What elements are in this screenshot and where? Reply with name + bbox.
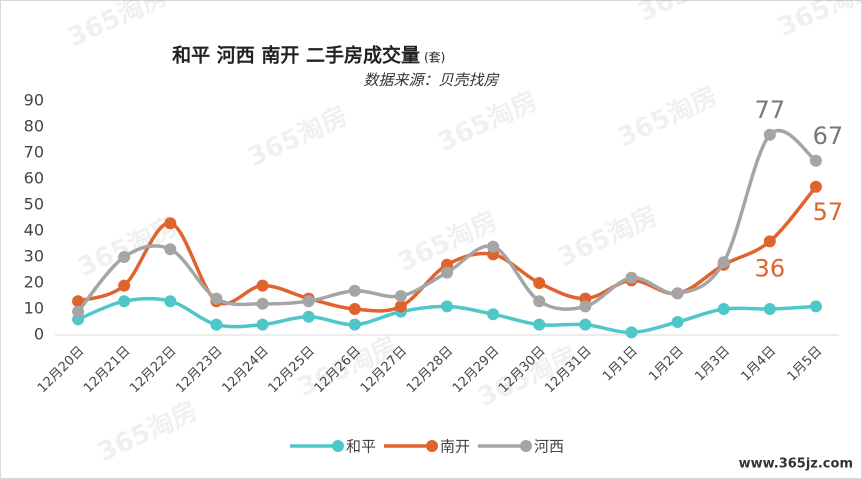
point <box>441 266 453 279</box>
legend-label: 和平 <box>346 438 376 456</box>
data-label: 36 <box>755 254 786 282</box>
y-tick-label: 0 <box>34 325 44 344</box>
point <box>210 292 223 305</box>
point <box>625 326 638 339</box>
point <box>210 318 223 331</box>
point <box>487 240 500 253</box>
series-line <box>76 129 818 313</box>
point <box>763 303 776 315</box>
chart-subtitle: 数据来源：贝壳找房 <box>363 71 500 89</box>
point <box>394 300 407 313</box>
point <box>533 277 546 289</box>
legend-label: 河西 <box>534 438 564 456</box>
point <box>717 256 730 269</box>
point <box>118 279 131 292</box>
point <box>118 295 131 308</box>
y-tick-label: 40 <box>24 221 44 240</box>
point <box>625 271 638 284</box>
y-tick-label: 80 <box>24 117 44 136</box>
point <box>487 308 500 321</box>
point <box>809 300 822 313</box>
point <box>717 303 730 315</box>
series-line <box>77 185 818 313</box>
point <box>256 318 269 331</box>
point <box>671 316 684 328</box>
legend-marker <box>520 440 532 452</box>
point <box>809 180 822 193</box>
point <box>118 251 131 263</box>
point <box>533 318 546 331</box>
point <box>348 284 361 297</box>
y-tick-label: 20 <box>24 273 44 292</box>
point <box>164 243 177 256</box>
point <box>72 305 85 318</box>
point <box>164 217 177 230</box>
point <box>394 290 407 302</box>
legend-label: 南开 <box>440 438 470 456</box>
y-tick-label: 50 <box>24 195 44 214</box>
point <box>533 295 546 308</box>
point <box>763 128 776 141</box>
y-tick-label: 60 <box>24 169 44 188</box>
point <box>302 310 315 323</box>
point <box>256 297 269 310</box>
data-label: 67 <box>813 122 844 150</box>
point <box>763 235 776 248</box>
title-unit: (套) <box>424 51 445 65</box>
y-tick-label: 30 <box>24 247 44 266</box>
point <box>348 303 361 315</box>
point <box>72 295 85 308</box>
point <box>441 300 453 313</box>
data-label: 57 <box>813 198 844 226</box>
point <box>302 295 315 308</box>
legend-marker <box>426 440 438 452</box>
chart-title: 和平 河西 南开 二手房成交量 <box>172 44 420 67</box>
y-tick-label: 90 <box>24 91 44 110</box>
point <box>164 295 177 308</box>
site-url: www.365jz.com <box>739 457 853 472</box>
point <box>256 279 269 292</box>
point <box>579 300 592 313</box>
y-tick-label: 70 <box>24 143 44 162</box>
y-tick-label: 10 <box>24 299 44 318</box>
point <box>348 318 361 331</box>
point <box>579 318 592 331</box>
point <box>671 287 684 300</box>
point <box>809 154 822 167</box>
data-label: 77 <box>755 96 786 124</box>
legend-marker <box>332 440 344 452</box>
